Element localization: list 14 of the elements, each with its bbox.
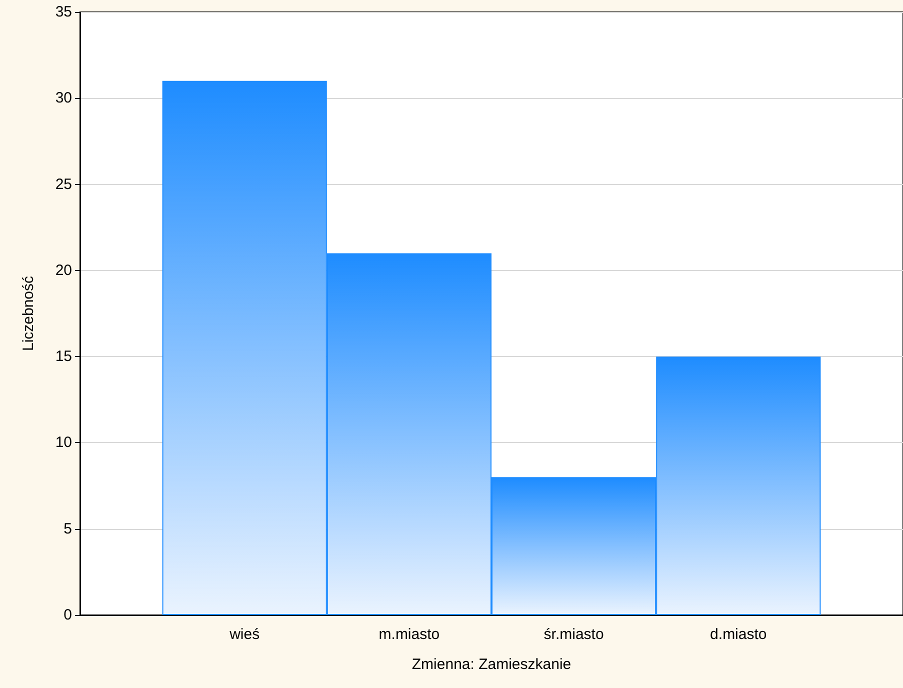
y-tick-label: 0 <box>64 606 72 624</box>
x-tick-label: wieś <box>228 626 260 643</box>
y-tick-label: 20 <box>55 262 72 279</box>
y-tick-label: 25 <box>55 176 72 193</box>
x-tick-label: m.miasto <box>378 626 440 643</box>
y-tick-label: 10 <box>55 434 72 452</box>
y-tick-label: 30 <box>55 90 72 107</box>
y-tick-label: 35 <box>55 4 72 20</box>
y-tick-label: 15 <box>55 348 72 366</box>
x-tick-label: d.miasto <box>710 626 767 643</box>
y-axis-title: Liczebność <box>20 275 37 352</box>
x-tick-label: śr.miasto <box>544 626 604 643</box>
y-tick-label: 5 <box>64 520 72 538</box>
x-axis-title: Zmienna: Zamieszkanie <box>412 656 572 673</box>
